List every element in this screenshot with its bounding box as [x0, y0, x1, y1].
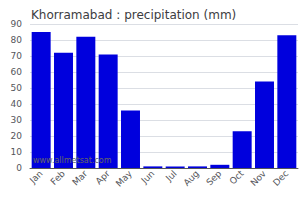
svg-text:May: May [114, 168, 135, 189]
svg-text:Jul: Jul [163, 168, 178, 183]
svg-text:50: 50 [11, 83, 23, 93]
svg-text:60: 60 [11, 67, 23, 77]
svg-text:Aug: Aug [182, 168, 201, 187]
svg-text:70: 70 [11, 51, 23, 61]
svg-text:0: 0 [16, 163, 22, 173]
svg-text:Apr: Apr [94, 168, 112, 186]
svg-text:30: 30 [11, 115, 23, 125]
svg-text:Feb: Feb [49, 168, 68, 187]
svg-text:Sep: Sep [204, 168, 223, 187]
svg-text:Khorramabad : precipitation (m: Khorramabad : precipitation (mm) [31, 8, 236, 22]
svg-text:www.allmetsat.com: www.allmetsat.com [33, 156, 112, 165]
svg-text:40: 40 [11, 99, 23, 109]
svg-text:10: 10 [11, 147, 23, 157]
svg-text:90: 90 [11, 19, 23, 29]
svg-text:Dec: Dec [271, 168, 290, 187]
svg-text:80: 80 [11, 35, 23, 45]
svg-text:Jan: Jan [27, 168, 45, 186]
svg-text:Jun: Jun [139, 168, 157, 186]
svg-text:20: 20 [11, 131, 23, 141]
svg-text:Nov: Nov [249, 168, 269, 188]
svg-text:Mar: Mar [70, 168, 89, 187]
svg-text:Oct: Oct [228, 168, 246, 186]
